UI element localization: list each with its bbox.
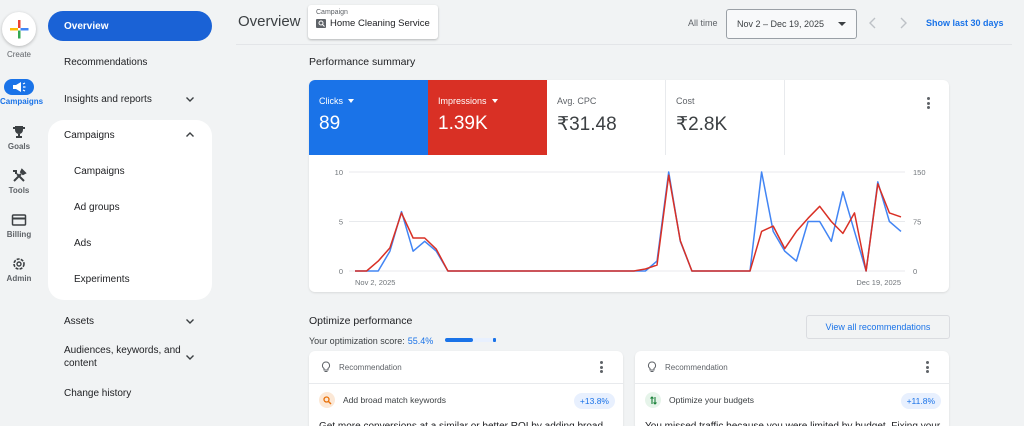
metric-avg-cpc[interactable]: Avg. CPC ₹31.48 <box>547 80 666 155</box>
performance-card: Clicks 89 Impressions 1.39K Avg. CPC ₹31… <box>309 80 949 292</box>
view-all-recommendations-button[interactable]: View all recommendations <box>806 315 950 339</box>
nav-audiences-keywords-content[interactable]: Audiences, keywords, and content <box>48 339 212 375</box>
optimization-score-bar <box>445 338 496 342</box>
svg-text:0: 0 <box>339 267 343 276</box>
chevron-down-icon <box>186 355 194 360</box>
uplift-badge: +13.8% <box>573 393 615 409</box>
show-last-30-days-link[interactable]: Show last 30 days <box>926 18 1004 28</box>
svg-text:0: 0 <box>913 267 917 276</box>
uplift-badge: +11.8% <box>900 393 941 409</box>
svg-text:5: 5 <box>339 218 343 227</box>
dropdown-caret-icon <box>348 99 354 103</box>
svg-text:150: 150 <box>913 168 926 177</box>
nav-sub-campaigns[interactable]: Campaigns <box>74 165 125 177</box>
campaigns-group: Campaigns Campaigns Ad groups Ads Experi… <box>48 120 212 300</box>
rail-item-admin[interactable]: Admin <box>0 256 38 283</box>
more-options-icon[interactable] <box>925 361 929 375</box>
tools-icon <box>13 168 27 182</box>
header-divider <box>236 44 1012 45</box>
optimization-score-value: 55.4% <box>407 336 434 346</box>
campaign-label: Campaign <box>316 9 348 16</box>
optimize-performance-title: Optimize performance <box>309 315 413 327</box>
date-range-dropdown[interactable]: Nov 2 – Dec 19, 2025 <box>726 9 857 39</box>
performance-summary-title: Performance summary <box>309 56 416 68</box>
rail-item-tools[interactable]: Tools <box>0 168 38 195</box>
create-button[interactable] <box>2 12 36 46</box>
search-icon <box>319 392 335 408</box>
rail-item-goals[interactable]: Goals <box>0 124 38 151</box>
lightbulb-icon <box>321 361 331 372</box>
budget-arrows-icon <box>645 392 661 408</box>
nav-insights-and-reports[interactable]: Insights and reports <box>48 84 212 114</box>
nav-change-history[interactable]: Change history <box>64 387 132 399</box>
rail-item-campaigns[interactable]: Campaigns <box>0 79 43 106</box>
credit-card-icon <box>11 214 27 226</box>
dropdown-caret-icon <box>838 22 846 26</box>
svg-text:10: 10 <box>335 168 343 177</box>
metric-cost[interactable]: Cost ₹2.8K <box>666 80 785 155</box>
chevron-up-icon <box>186 132 194 137</box>
plus-icon <box>10 20 29 39</box>
page-title: Overview <box>238 13 301 30</box>
svg-text:Nov 2, 2025: Nov 2, 2025 <box>355 278 395 287</box>
nav-sub-ads[interactable]: Ads <box>74 237 92 249</box>
next-period-icon[interactable] <box>896 16 910 30</box>
recommendation-card[interactable]: Recommendation Add broad match keywords … <box>309 351 623 426</box>
metric-impressions[interactable]: Impressions 1.39K <box>428 80 547 155</box>
nav-recommendations[interactable]: Recommendations <box>64 56 148 68</box>
chart-axis-labels: 0 0 5 75 10 150 Nov 2, 2025 Dec 19, 2025 <box>335 168 926 287</box>
trophy-icon <box>13 126 25 138</box>
chevron-down-icon <box>186 319 194 324</box>
gear-icon <box>13 258 25 270</box>
campaign-selector[interactable]: Campaign Home Cleaning Service <box>308 5 438 39</box>
chart-grid <box>349 171 905 272</box>
previous-period-icon[interactable] <box>866 16 880 30</box>
more-options-icon[interactable] <box>599 361 603 375</box>
nav-sub-experiments[interactable]: Experiments <box>74 273 130 285</box>
more-options-icon[interactable] <box>926 97 930 111</box>
dropdown-caret-icon <box>491 99 498 103</box>
rail-item-billing[interactable]: Billing <box>0 212 38 239</box>
performance-line-chart: 0 0 5 75 10 150 Nov 2, 2025 Dec 19, 2025 <box>335 168 926 287</box>
nav-assets[interactable]: Assets <box>48 306 212 336</box>
create-label: Create <box>6 50 31 59</box>
svg-text:75: 75 <box>913 218 921 227</box>
date-range-label: All time <box>688 18 718 28</box>
chevron-down-icon <box>186 97 194 102</box>
recommendation-card[interactable]: Recommendation Optimize your budgets +11… <box>635 351 949 426</box>
lightbulb-icon <box>647 361 657 372</box>
left-rail: Create Campaigns Goals Tools Billing Adm… <box>0 0 43 426</box>
optimization-score-bar-fill <box>445 338 473 342</box>
nav-sub-ad-groups[interactable]: Ad groups <box>74 201 120 213</box>
metric-clicks[interactable]: Clicks 89 <box>309 80 428 155</box>
search-campaign-icon <box>316 19 326 28</box>
svg-text:Dec 19, 2025: Dec 19, 2025 <box>856 278 901 287</box>
optimization-score: Your optimization score: 55.4% <box>309 336 434 346</box>
nav-campaigns-group[interactable]: Campaigns <box>48 120 212 150</box>
chart-lines <box>355 171 902 272</box>
nav-overview[interactable]: Overview <box>48 11 212 41</box>
megaphone-icon <box>4 79 34 95</box>
campaign-name: Home Cleaning Service <box>330 18 430 29</box>
